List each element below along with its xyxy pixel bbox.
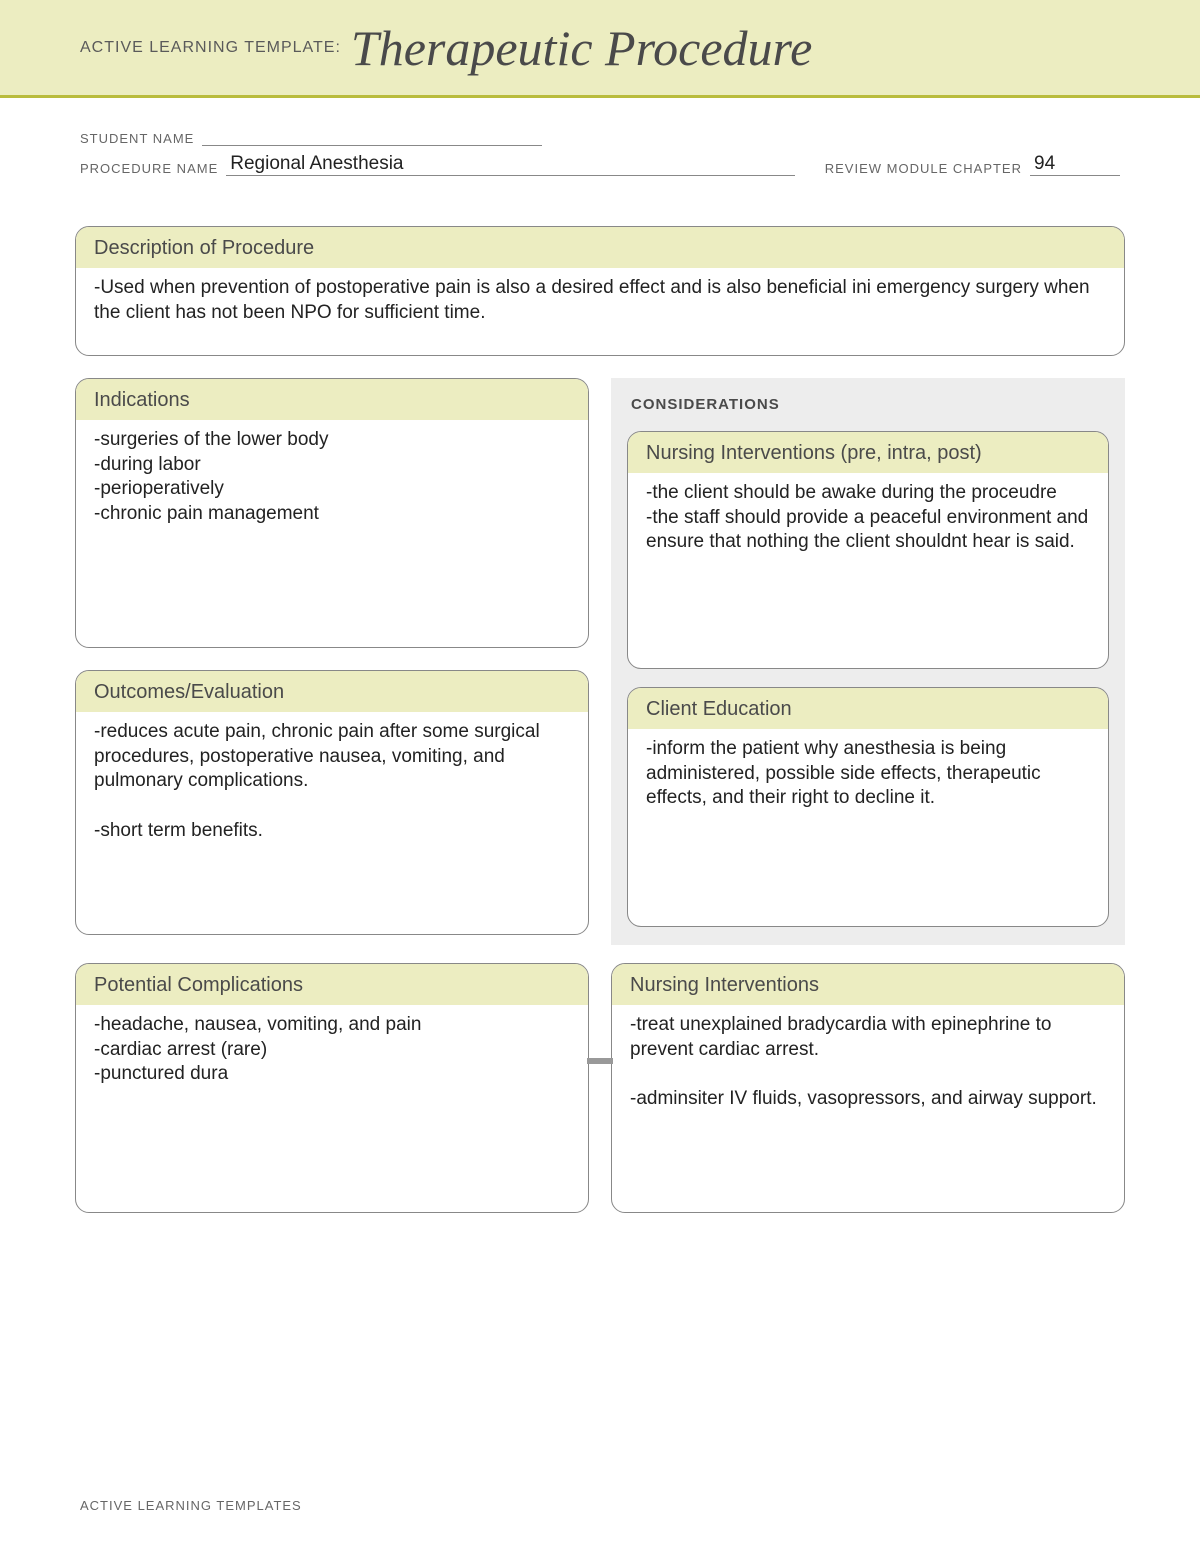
- review-chapter-line[interactable]: 94: [1030, 156, 1120, 176]
- outcomes-box: Outcomes/Evaluation -reduces acute pain,…: [75, 670, 589, 935]
- right-col-1: CONSIDERATIONS Nursing Interventions (pr…: [611, 378, 1125, 957]
- indications-box: Indications -surgeries of the lower body…: [75, 378, 589, 648]
- header-title: Therapeutic Procedure: [351, 19, 812, 77]
- student-name-line[interactable]: [202, 128, 542, 146]
- description-body: -Used when prevention of postoperative p…: [76, 268, 1124, 343]
- client-education-body: -inform the patient why anesthesia is be…: [628, 729, 1108, 829]
- complications-title: Potential Complications: [76, 964, 588, 1005]
- outcomes-title: Outcomes/Evaluation: [76, 671, 588, 712]
- student-name-label: STUDENT NAME: [80, 131, 194, 146]
- considerations-label: CONSIDERATIONS: [631, 396, 1109, 413]
- complications-body: -headache, nausea, vomiting, and pain -c…: [76, 1005, 588, 1105]
- client-education-title: Client Education: [628, 688, 1108, 729]
- outcomes-body: -reduces acute pain, chronic pain after …: [76, 712, 588, 861]
- procedure-name-label: PROCEDURE NAME: [80, 161, 218, 176]
- content-area: Description of Procedure -Used when prev…: [0, 206, 1200, 1235]
- review-chapter-label: REVIEW MODULE CHAPTER: [825, 161, 1022, 176]
- box-connector: [587, 1058, 613, 1064]
- header-label: ACTIVE LEARNING TEMPLATE:: [80, 39, 341, 57]
- description-box: Description of Procedure -Used when prev…: [75, 226, 1125, 356]
- footer-text: ACTIVE LEARNING TEMPLATES: [80, 1498, 302, 1513]
- form-fields: STUDENT NAME PROCEDURE NAME Regional Ane…: [0, 98, 1200, 206]
- considerations-panel: CONSIDERATIONS Nursing Interventions (pr…: [611, 378, 1125, 945]
- description-title: Description of Procedure: [76, 227, 1124, 268]
- left-col-2: Potential Complications -headache, nause…: [75, 963, 589, 1235]
- client-education-box: Client Education -inform the patient why…: [627, 687, 1109, 927]
- row-complications-nursing: Potential Complications -headache, nause…: [75, 963, 1125, 1235]
- nursing-pre-box: Nursing Interventions (pre, intra, post)…: [627, 431, 1109, 669]
- nursing-interventions-box: Nursing Interventions -treat unexplained…: [611, 963, 1125, 1213]
- right-col-2: Nursing Interventions -treat unexplained…: [611, 963, 1125, 1235]
- nursing-pre-title: Nursing Interventions (pre, intra, post): [628, 432, 1108, 473]
- procedure-name-row: PROCEDURE NAME Regional Anesthesia REVIE…: [80, 156, 1120, 176]
- nursing-interventions-title: Nursing Interventions: [612, 964, 1124, 1005]
- procedure-name-value: Regional Anesthesia: [230, 153, 403, 175]
- indications-title: Indications: [76, 379, 588, 420]
- nursing-interventions-body: -treat unexplained bradycardia with epin…: [612, 1005, 1124, 1130]
- student-name-row: STUDENT NAME: [80, 128, 1120, 146]
- review-chapter-value: 94: [1034, 153, 1055, 175]
- indications-body: -surgeries of the lower body -during lab…: [76, 420, 588, 545]
- left-col-1: Indications -surgeries of the lower body…: [75, 378, 589, 957]
- header-band: ACTIVE LEARNING TEMPLATE: Therapeutic Pr…: [0, 0, 1200, 98]
- procedure-name-line[interactable]: Regional Anesthesia: [226, 156, 795, 176]
- complications-box: Potential Complications -headache, nause…: [75, 963, 589, 1213]
- nursing-pre-body: -the client should be awake during the p…: [628, 473, 1108, 573]
- row-indications-considerations: Indications -surgeries of the lower body…: [75, 378, 1125, 957]
